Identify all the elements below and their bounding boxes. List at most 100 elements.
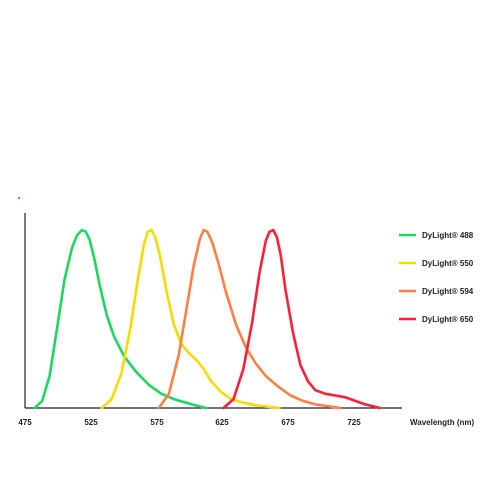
data-point <box>255 404 257 406</box>
data-point <box>344 396 346 398</box>
series-line <box>33 228 208 410</box>
data-point <box>165 289 167 292</box>
data-point <box>235 323 237 325</box>
data-point <box>71 247 73 249</box>
data-point <box>173 398 175 400</box>
data-point <box>270 406 272 408</box>
x-axis-title: Wavelength (nm) <box>410 418 474 427</box>
data-point <box>278 407 280 409</box>
data-point <box>327 405 329 407</box>
data-point <box>41 400 43 402</box>
data-point <box>242 368 244 370</box>
data-point <box>251 322 253 324</box>
data-point <box>205 407 207 409</box>
data-point <box>211 241 213 244</box>
data-point <box>314 389 316 391</box>
data-point <box>34 407 36 409</box>
data-point <box>272 229 274 231</box>
data-point <box>150 229 153 231</box>
data-point <box>203 229 205 231</box>
series-1 <box>100 228 281 410</box>
data-point <box>178 354 180 356</box>
data-point <box>136 371 138 373</box>
x-tick-label: 725 <box>347 418 361 427</box>
data-point <box>106 314 108 316</box>
data-point <box>203 368 205 370</box>
data-point <box>372 405 374 407</box>
axes <box>18 197 402 409</box>
data-point <box>198 405 200 407</box>
x-tick-label: 475 <box>18 418 32 427</box>
legend-label: DyLight® 650 <box>422 315 474 324</box>
data-point <box>173 323 175 325</box>
data-point <box>379 407 381 409</box>
data-point <box>258 272 261 274</box>
data-point <box>314 403 316 405</box>
data-point <box>225 291 227 293</box>
data-point <box>277 386 279 388</box>
series-line <box>157 228 342 410</box>
data-point <box>93 257 95 260</box>
x-tick-label: 625 <box>215 418 229 427</box>
data-point <box>188 352 190 354</box>
data-point <box>307 380 309 382</box>
legend-item: DyLight® 488 <box>399 231 474 240</box>
series-line <box>222 228 382 410</box>
data-point <box>290 394 292 397</box>
data-point <box>265 240 267 242</box>
data-point <box>242 402 244 404</box>
data-point <box>143 243 145 245</box>
data-point <box>111 398 113 400</box>
data-point <box>302 400 304 402</box>
data-point <box>113 336 115 338</box>
data-point <box>364 403 366 405</box>
legend-label: DyLight® 594 <box>422 287 474 296</box>
data-point <box>206 231 208 233</box>
series-0 <box>33 228 208 410</box>
data-point <box>255 362 257 365</box>
legend-item: DyLight® 594 <box>399 287 474 296</box>
data-point <box>129 327 131 329</box>
data-point <box>324 393 326 395</box>
data-point <box>81 229 83 231</box>
data-point <box>121 371 123 373</box>
legend-label: DyLight® 550 <box>422 259 474 268</box>
data-point <box>199 238 201 240</box>
data-point <box>354 400 356 402</box>
data-point <box>56 327 58 329</box>
data-point <box>334 394 336 397</box>
corner-mark <box>18 197 20 199</box>
data-point <box>276 236 278 238</box>
data-point <box>218 263 220 265</box>
data-point <box>147 231 149 233</box>
series-3 <box>222 228 382 410</box>
data-point <box>222 407 225 409</box>
data-point <box>76 234 78 236</box>
x-tick-label: 575 <box>150 418 164 427</box>
data-point <box>101 407 103 409</box>
legend-label: DyLight® 488 <box>422 231 474 240</box>
data-point <box>148 384 150 386</box>
data-point <box>232 398 235 400</box>
data-point <box>265 375 267 377</box>
legend-item: DyLight® 650 <box>399 315 474 324</box>
series-layer <box>33 228 382 410</box>
data-point <box>88 238 90 240</box>
legend-item: DyLight® 550 <box>399 259 474 268</box>
data-point <box>63 279 66 281</box>
data-point <box>160 393 162 395</box>
data-point <box>168 393 170 395</box>
data-point <box>49 375 51 377</box>
data-point <box>159 256 161 258</box>
data-point <box>280 254 282 256</box>
data-point <box>154 236 156 238</box>
x-tick-labels: 475 525 575 625 675 725 <box>18 418 361 427</box>
data-point <box>98 282 100 284</box>
x-tick-label: 525 <box>84 418 98 427</box>
data-point <box>339 407 341 409</box>
x-tick-label: 675 <box>281 418 295 427</box>
data-point <box>185 309 187 311</box>
data-point <box>195 359 197 361</box>
data-point <box>158 407 160 409</box>
